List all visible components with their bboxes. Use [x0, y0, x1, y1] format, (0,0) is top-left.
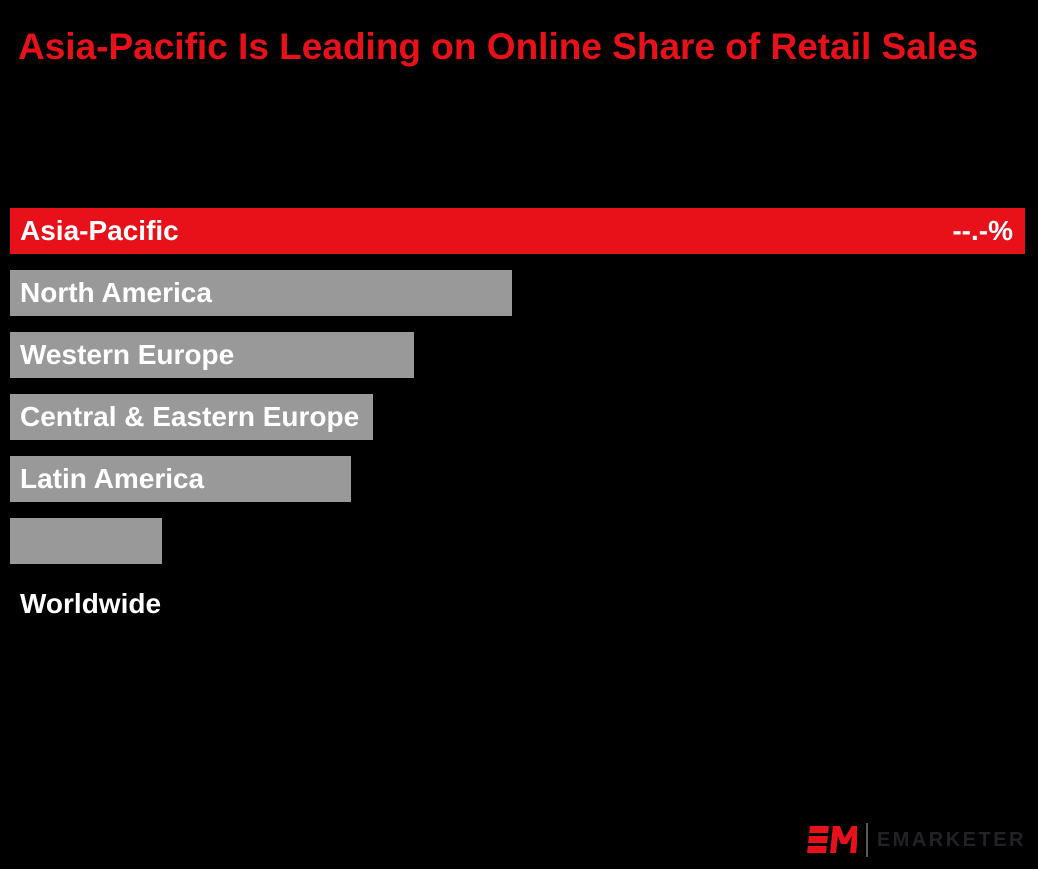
bar-row: Asia-Pacific --.-% — [10, 208, 1025, 254]
emarketer-logo: EMARKETER — [806, 823, 1026, 857]
bar-row — [10, 518, 1025, 564]
em-logo-mark-icon — [806, 826, 857, 853]
bar-central-eastern-europe[interactable]: Central & Eastern Europe — [10, 394, 374, 440]
bar-row: Latin America — [10, 456, 1025, 502]
bar-worldwide[interactable] — [10, 518, 163, 564]
bar-row: North America — [10, 270, 1025, 316]
bar-label: North America — [20, 277, 212, 308]
bar-row: Central & Eastern Europe — [10, 394, 1025, 440]
bar-label-below: Worldwide — [20, 588, 162, 619]
logo-wordmark: EMARKETER — [876, 829, 1026, 851]
bar-western-europe[interactable]: Western Europe — [10, 332, 414, 378]
bar-label: Asia-Pacific — [20, 215, 179, 246]
bar-label: Western Europe — [20, 339, 235, 370]
bar-label: Central & Eastern Europe — [20, 401, 360, 432]
bar-asia-pacific[interactable]: Asia-Pacific --.-% — [10, 208, 1025, 254]
bar-chart: Asia-Pacific --.-% North America Western Eu… — [10, 208, 1025, 620]
bar-label: Latin America — [20, 463, 205, 494]
logo-divider — [865, 823, 868, 857]
bar-north-america[interactable]: North America — [10, 270, 513, 316]
bar-value: --.-% — [952, 215, 1013, 246]
chart-title: Asia-Pacific Is Leading on Online Share … — [18, 26, 979, 67]
bar-row: Western Europe — [10, 332, 1025, 378]
bar-latin-america[interactable]: Latin America — [10, 456, 352, 502]
